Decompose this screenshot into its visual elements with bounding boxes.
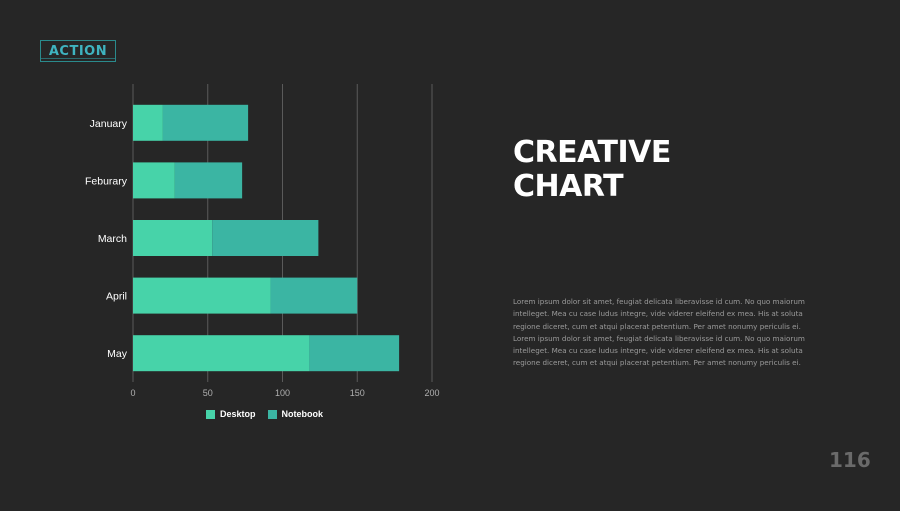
bar-desktop-may bbox=[133, 335, 310, 372]
slide-title: CREATIVE CHART bbox=[513, 136, 671, 204]
category-label: May bbox=[107, 348, 128, 360]
logo-text: ACTION bbox=[48, 43, 108, 59]
page-number: 116 bbox=[829, 448, 871, 472]
brand-logo: ACTION bbox=[40, 40, 116, 62]
slide-title-line-2: CHART bbox=[513, 169, 624, 204]
bar-desktop-january bbox=[133, 104, 163, 141]
bar-desktop-march bbox=[133, 220, 213, 256]
legend-item-notebook: Notebook bbox=[267, 409, 324, 419]
legend-swatch-notebook bbox=[267, 409, 277, 419]
category-label: April bbox=[106, 291, 127, 303]
logo-underline bbox=[41, 58, 115, 59]
legend-swatch-desktop bbox=[206, 409, 215, 419]
bar-desktop-feburary bbox=[133, 162, 175, 199]
category-label: March bbox=[98, 233, 127, 245]
bar-desktop-april bbox=[133, 277, 271, 314]
bar-notebook-april bbox=[270, 277, 358, 314]
x-tick-label: 50 bbox=[203, 388, 213, 398]
x-tick-label: 100 bbox=[275, 388, 290, 398]
bar-notebook-may bbox=[309, 335, 400, 372]
x-tick-label: 150 bbox=[350, 388, 365, 398]
chart-legend: Desktop Notebook bbox=[206, 409, 323, 419]
x-tick-label: 0 bbox=[130, 388, 135, 398]
bar-notebook-january bbox=[162, 104, 249, 141]
legend-label-notebook: Notebook bbox=[281, 409, 324, 419]
bar-notebook-march bbox=[212, 220, 319, 256]
x-tick-label: 200 bbox=[424, 388, 439, 398]
legend-label-desktop: Desktop bbox=[220, 409, 256, 419]
bar-notebook-feburary bbox=[174, 162, 243, 199]
slide-body-text: Lorem ipsum dolor sit amet, feugiat deli… bbox=[513, 297, 805, 368]
slide-title-line-1: CREATIVE bbox=[513, 135, 671, 170]
category-label: Feburary bbox=[85, 175, 128, 187]
category-label: January bbox=[90, 118, 128, 130]
legend-item-desktop: Desktop bbox=[206, 409, 256, 419]
